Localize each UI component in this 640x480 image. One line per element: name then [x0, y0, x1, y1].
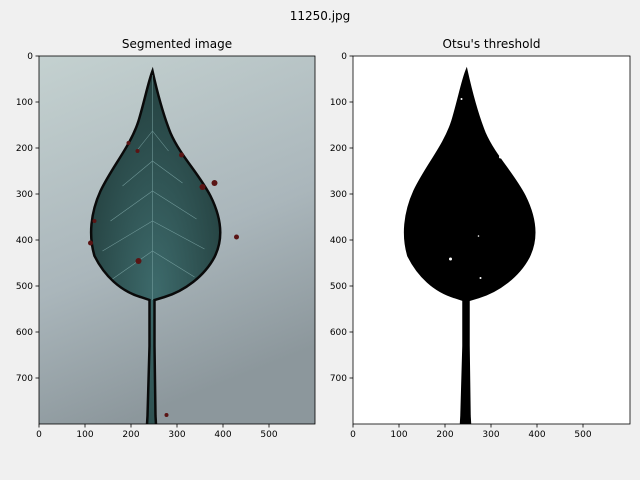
y-axis-threshold: 0 100 200 300 400 500 600 700 [330, 52, 353, 384]
x-tick-label: 100 [76, 430, 93, 440]
y-tick-label: 0 [341, 52, 347, 62]
y-tick-label: 600 [16, 328, 33, 338]
y-tick-label: 500 [330, 282, 347, 292]
x-tick-label: 300 [482, 430, 499, 440]
y-tick-label: 300 [330, 190, 347, 200]
y-tick-label: 600 [330, 328, 347, 338]
y-tick-label: 400 [16, 236, 33, 246]
x-tick-label: 200 [436, 430, 453, 440]
threshold-leaf [403, 69, 536, 424]
y-tick-label: 0 [27, 52, 33, 62]
y-tick-label: 300 [16, 190, 33, 200]
segmented-image [39, 56, 315, 424]
y-tick-label: 700 [16, 374, 33, 384]
x-tick-label: 500 [574, 430, 591, 440]
x-axis-threshold: 0 100 200 300 400 500 [350, 424, 592, 440]
panel-title-segmented: Segmented image [122, 37, 232, 51]
y-tick-label: 200 [330, 144, 347, 154]
panel-title-threshold: Otsu's threshold [443, 37, 541, 51]
panel-threshold: Otsu's threshold 0 [330, 37, 631, 440]
threshold-image [353, 56, 630, 424]
x-axis-segmented: 0 100 200 300 400 500 [36, 424, 278, 440]
x-tick-label: 0 [350, 430, 356, 440]
y-tick-label: 200 [16, 144, 33, 154]
y-axis-segmented: 0 100 200 300 400 500 600 700 [16, 52, 39, 384]
x-tick-label: 400 [528, 430, 545, 440]
x-tick-label: 0 [36, 430, 42, 440]
x-tick-label: 400 [214, 430, 231, 440]
figure-title: 11250.jpg [289, 9, 351, 23]
leaf-spots [88, 141, 239, 417]
threshold-holes [449, 98, 530, 279]
x-tick-label: 300 [168, 430, 185, 440]
y-tick-label: 500 [16, 282, 33, 292]
x-tick-label: 500 [260, 430, 277, 440]
y-tick-label: 100 [330, 98, 347, 108]
y-tick-label: 400 [330, 236, 347, 246]
y-tick-label: 100 [16, 98, 33, 108]
panel-segmented: Segmented image [16, 37, 316, 440]
y-tick-label: 700 [330, 374, 347, 384]
x-tick-label: 200 [122, 430, 139, 440]
leaf-veins [102, 75, 205, 300]
x-tick-label: 100 [390, 430, 407, 440]
leaf [88, 69, 239, 424]
